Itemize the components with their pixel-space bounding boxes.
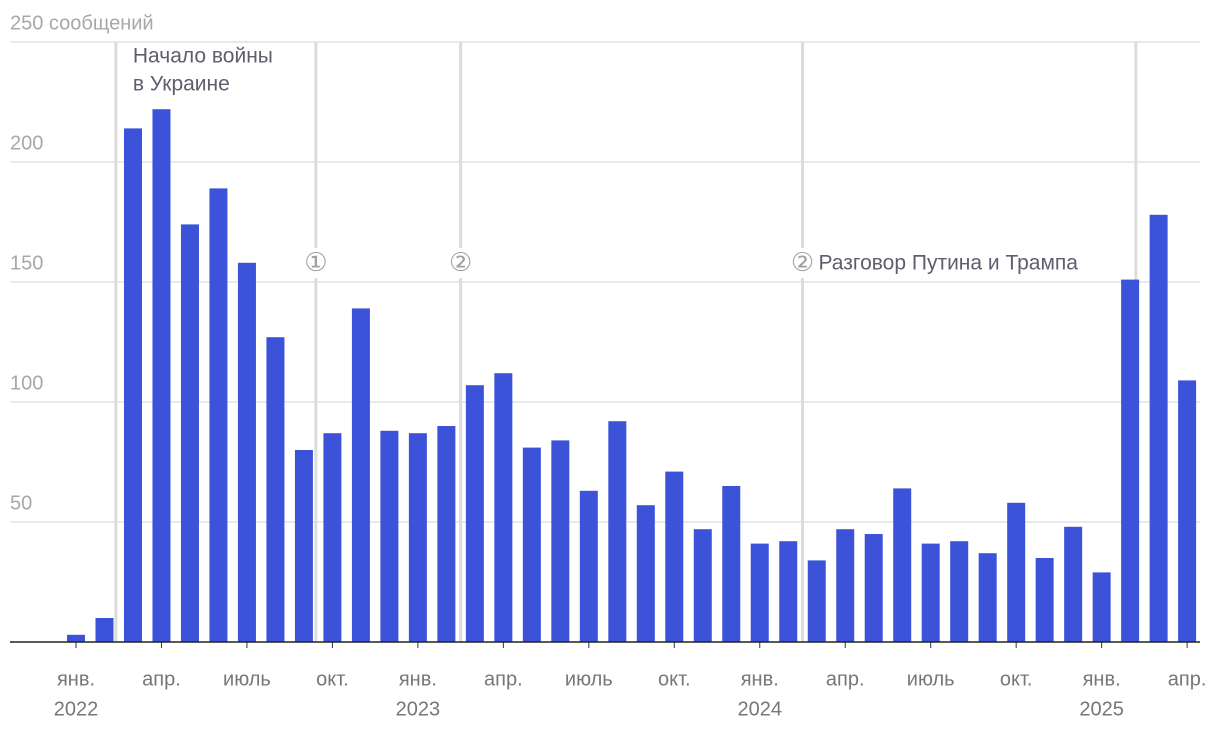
annotation-bg <box>788 248 817 278</box>
bar <box>1178 380 1197 642</box>
y-tick-label: 250 сообщений <box>10 12 154 34</box>
annotation-text: Начало войны <box>133 45 273 68</box>
bar <box>978 553 997 642</box>
bar <box>864 534 883 642</box>
annotation-marker: ① <box>304 247 327 277</box>
bar <box>1092 572 1111 642</box>
bar <box>323 433 342 642</box>
bar <box>893 488 912 642</box>
x-year-label: 2023 <box>396 698 441 720</box>
x-year-label: 2024 <box>738 698 783 720</box>
bar <box>1121 279 1140 642</box>
bar <box>665 471 684 642</box>
bar <box>180 224 199 642</box>
bar <box>1007 502 1026 642</box>
x-tick-label: янв. <box>741 668 779 690</box>
y-tick-label: 100 <box>10 372 43 394</box>
y-tick-label: 200 <box>10 132 43 154</box>
x-tick-label: янв. <box>1083 668 1121 690</box>
x-year-label: 2022 <box>54 698 99 720</box>
annotation-marker: ② <box>791 247 814 277</box>
x-tick-label: янв. <box>399 668 437 690</box>
x-tick-label: июль <box>907 668 955 690</box>
x-year-label: 2025 <box>1079 698 1124 720</box>
x-tick-label: июль <box>565 668 613 690</box>
bar <box>522 447 541 642</box>
bar <box>693 529 712 642</box>
bar <box>465 385 484 642</box>
bar <box>1064 526 1083 642</box>
bar <box>351 308 370 642</box>
bar <box>551 440 570 642</box>
x-tick-label: янв. <box>57 668 95 690</box>
y-tick-label: 150 <box>10 252 43 274</box>
x-tick-label: окт. <box>658 668 691 690</box>
bar <box>494 373 513 642</box>
bar <box>1035 558 1054 642</box>
bar <box>807 560 826 642</box>
bar <box>608 421 627 642</box>
bar <box>95 618 114 642</box>
x-tick-label: июль <box>223 668 271 690</box>
x-tick-label: апр. <box>826 668 865 690</box>
bar <box>380 430 399 642</box>
bar <box>266 337 285 642</box>
bar <box>1149 214 1168 643</box>
bar <box>950 541 969 642</box>
x-tick-label: апр. <box>1168 668 1207 690</box>
bar <box>750 543 769 642</box>
x-tick-label: апр. <box>484 668 523 690</box>
bar <box>579 490 598 642</box>
x-tick-label: апр. <box>142 668 181 690</box>
annotation-text: Разговор Путина и Трампа <box>818 252 1078 275</box>
bar <box>237 262 256 642</box>
bar <box>921 543 940 642</box>
bar <box>67 634 85 642</box>
bar <box>636 505 655 642</box>
annotation-text: в Украине <box>133 73 230 96</box>
bar <box>152 109 171 642</box>
bar <box>836 529 855 642</box>
x-tick-label: окт. <box>316 668 349 690</box>
y-tick-label: 50 <box>10 492 32 514</box>
x-tick-label: окт. <box>1000 668 1033 690</box>
annotation-marker: ② <box>449 247 472 277</box>
bar <box>294 450 313 642</box>
bar <box>722 486 741 642</box>
bar <box>123 128 142 642</box>
bar <box>408 433 427 642</box>
bar <box>779 541 798 642</box>
bar <box>437 426 456 642</box>
annotation-bg <box>446 248 475 278</box>
annotation-bg <box>301 248 330 278</box>
bar <box>209 188 228 642</box>
